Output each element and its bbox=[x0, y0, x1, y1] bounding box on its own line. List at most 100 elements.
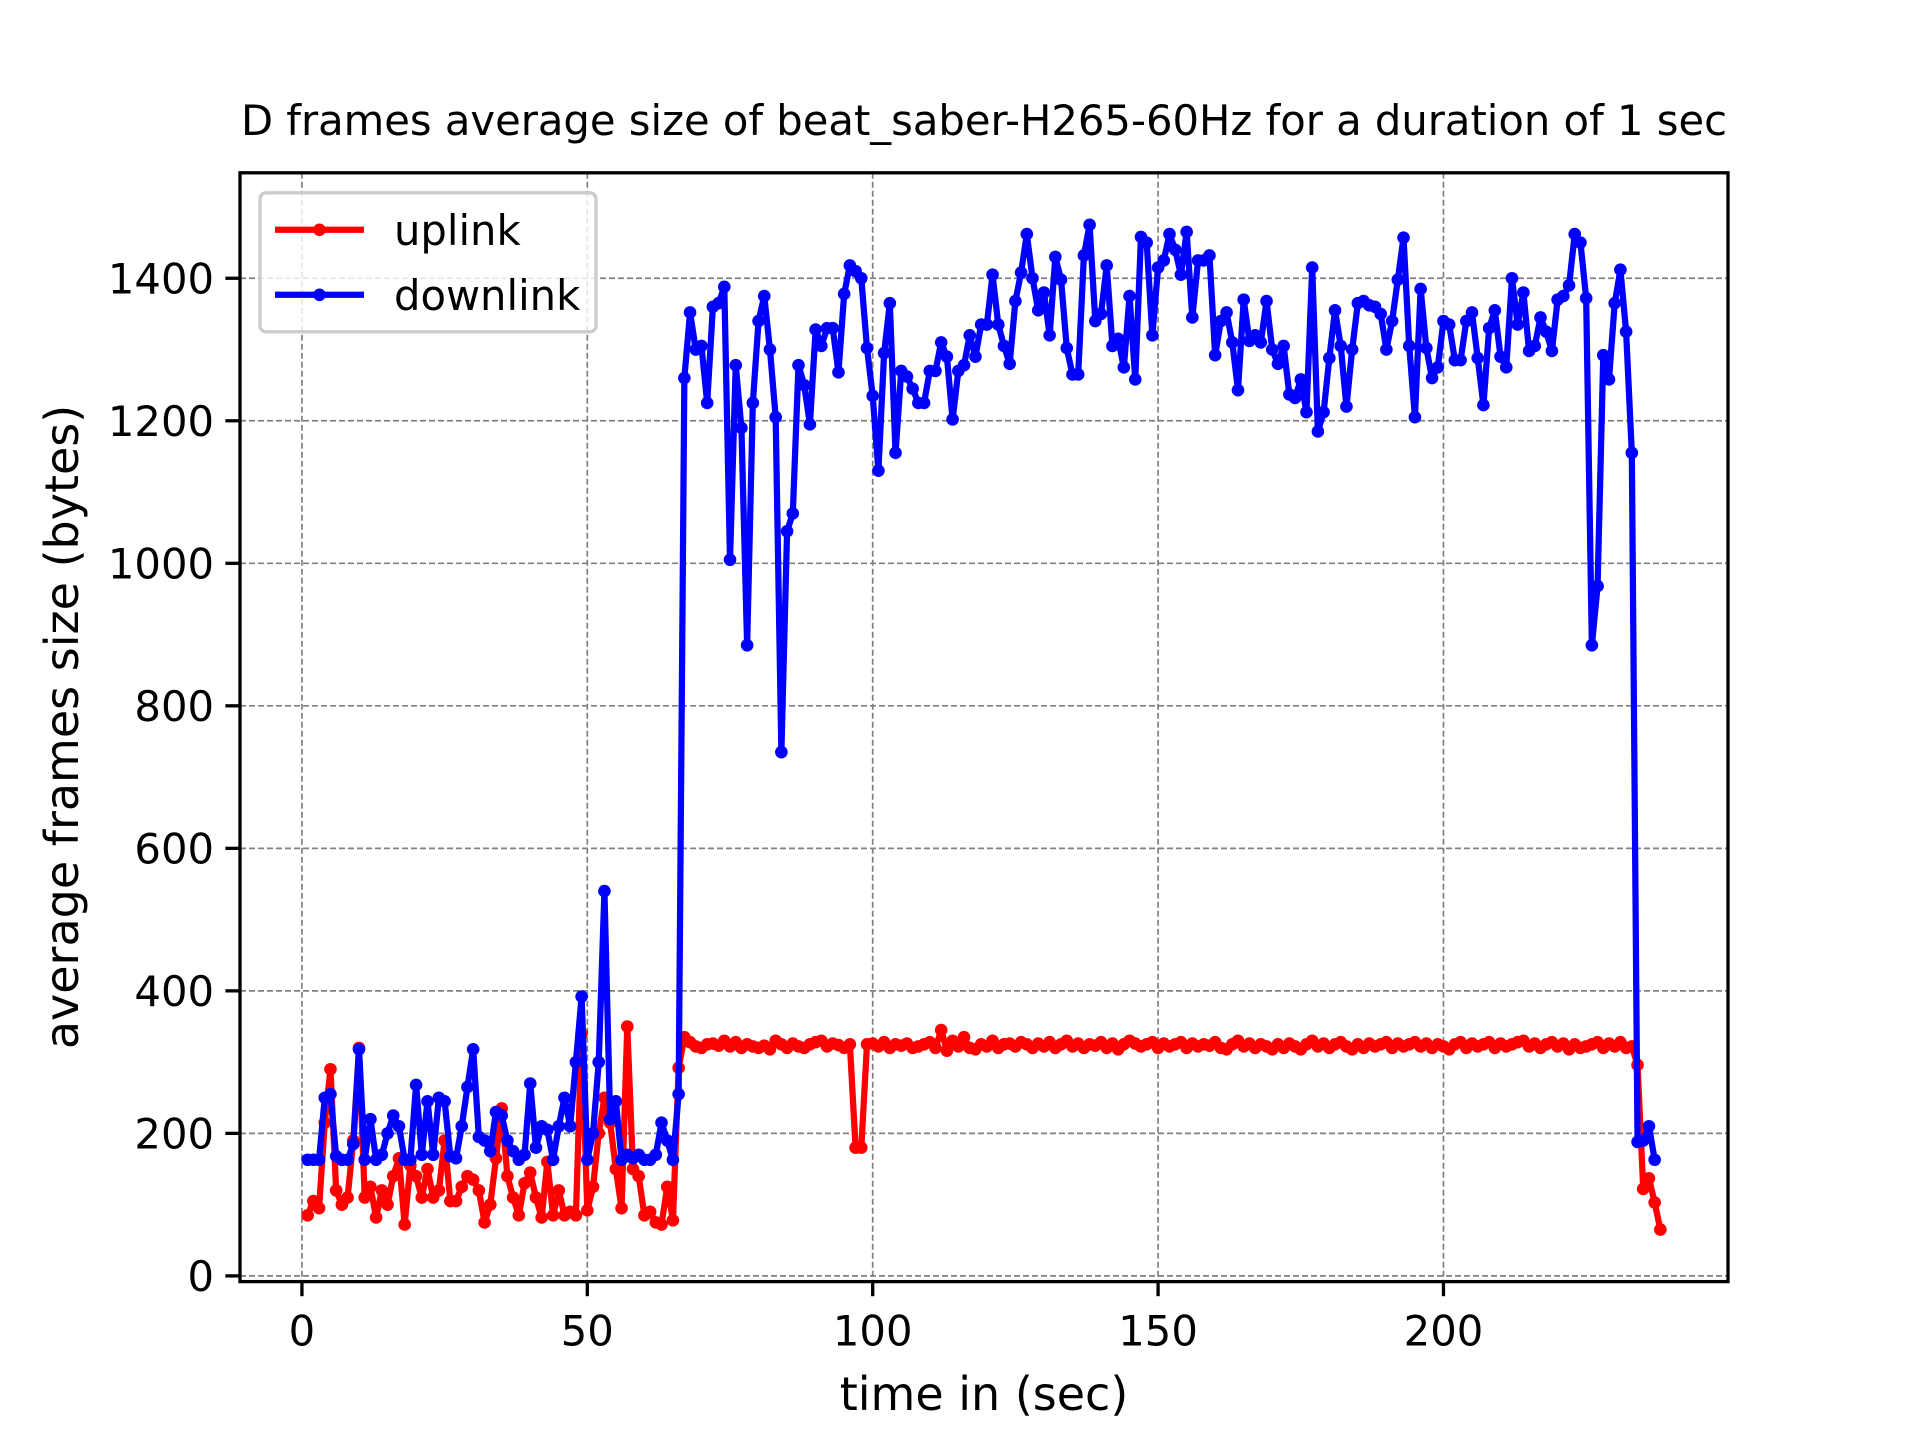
data-point bbox=[1328, 304, 1342, 317]
data-point bbox=[763, 343, 777, 356]
data-point bbox=[426, 1148, 440, 1162]
data-point bbox=[877, 346, 891, 360]
data-point bbox=[1077, 249, 1091, 262]
data-point bbox=[1431, 361, 1445, 374]
data-point bbox=[518, 1176, 531, 1190]
data-point bbox=[1420, 341, 1433, 355]
data-point bbox=[683, 306, 697, 319]
data-point bbox=[655, 1116, 668, 1129]
data-point bbox=[466, 1042, 480, 1056]
data-point bbox=[1397, 231, 1410, 244]
data-point bbox=[666, 1153, 680, 1167]
data-point bbox=[546, 1153, 560, 1167]
data-point bbox=[1642, 1119, 1656, 1133]
data-point bbox=[1471, 351, 1485, 365]
x-tick-label: 50 bbox=[561, 1307, 614, 1356]
data-point bbox=[1265, 343, 1279, 356]
y-axis-label: average frames size (bytes) bbox=[35, 405, 89, 1049]
data-point bbox=[917, 396, 931, 410]
data-point bbox=[495, 1109, 508, 1122]
data-point bbox=[717, 280, 731, 294]
chart-title: D frames average size of beat_saber-H265… bbox=[241, 96, 1727, 145]
data-point bbox=[1037, 286, 1051, 299]
data-point bbox=[632, 1169, 645, 1183]
data-point bbox=[1305, 261, 1319, 274]
y-tick-label: 200 bbox=[134, 1109, 214, 1158]
legend-label: downlink bbox=[394, 271, 581, 320]
data-point bbox=[1203, 249, 1216, 262]
data-point bbox=[501, 1169, 514, 1183]
data-point bbox=[1100, 259, 1114, 272]
data-point bbox=[552, 1184, 566, 1197]
data-point bbox=[769, 410, 782, 424]
data-point bbox=[929, 364, 942, 378]
data-point bbox=[301, 1209, 314, 1222]
data-point bbox=[1128, 373, 1142, 386]
data-point bbox=[872, 464, 885, 477]
data-point bbox=[1494, 350, 1507, 363]
data-point bbox=[455, 1180, 469, 1194]
y-tick-label: 600 bbox=[134, 824, 214, 873]
data-point bbox=[997, 339, 1011, 353]
data-point bbox=[1174, 268, 1188, 282]
data-point bbox=[1208, 348, 1222, 362]
data-point bbox=[649, 1148, 663, 1162]
data-point bbox=[449, 1152, 463, 1165]
x-tick-label: 150 bbox=[1118, 1307, 1198, 1356]
data-point bbox=[723, 553, 737, 567]
data-point bbox=[1562, 279, 1576, 292]
data-point bbox=[415, 1191, 429, 1204]
data-point bbox=[1345, 343, 1359, 356]
data-point bbox=[569, 1209, 583, 1222]
data-point bbox=[815, 339, 828, 353]
data-point bbox=[603, 1112, 617, 1126]
data-point bbox=[1146, 328, 1159, 342]
plot-area bbox=[301, 218, 1667, 1236]
data-point bbox=[398, 1218, 411, 1231]
data-point bbox=[986, 268, 999, 282]
data-point bbox=[563, 1119, 577, 1133]
data-point bbox=[381, 1127, 394, 1140]
data-point bbox=[478, 1216, 491, 1229]
data-point bbox=[1334, 339, 1348, 353]
legend: uplink downlink bbox=[258, 191, 598, 334]
data-point bbox=[1642, 1171, 1656, 1185]
data-point bbox=[952, 1040, 965, 1053]
data-point bbox=[803, 418, 817, 431]
data-point bbox=[712, 296, 725, 310]
data-point bbox=[1585, 638, 1599, 652]
data-point bbox=[1574, 236, 1587, 249]
data-point bbox=[1163, 227, 1176, 241]
data-point bbox=[1311, 425, 1325, 438]
data-point bbox=[740, 638, 754, 652]
data-point bbox=[1511, 318, 1524, 331]
data-point bbox=[1614, 263, 1627, 277]
data-point bbox=[1648, 1196, 1661, 1209]
data-point bbox=[1591, 579, 1604, 593]
data-point bbox=[1323, 351, 1336, 365]
data-point bbox=[1014, 266, 1028, 279]
data-point bbox=[523, 1166, 537, 1179]
data-point bbox=[449, 1194, 463, 1208]
data-point bbox=[695, 339, 708, 353]
data-point bbox=[512, 1209, 526, 1222]
data-point bbox=[586, 1180, 600, 1194]
data-point bbox=[523, 1077, 537, 1090]
data-point bbox=[1020, 227, 1034, 241]
data-point bbox=[478, 1134, 491, 1147]
data-point bbox=[581, 1153, 594, 1167]
data-point bbox=[483, 1144, 497, 1158]
data-point bbox=[1402, 339, 1416, 353]
data-point bbox=[358, 1191, 372, 1204]
data-point bbox=[780, 524, 794, 538]
data-point bbox=[666, 1214, 680, 1227]
data-point bbox=[775, 745, 788, 759]
data-point bbox=[312, 1153, 326, 1167]
data-point bbox=[929, 1041, 942, 1055]
data-point bbox=[934, 336, 948, 349]
data-point bbox=[415, 1148, 429, 1162]
data-point bbox=[404, 1153, 417, 1167]
data-point bbox=[1054, 273, 1068, 286]
data-point bbox=[518, 1148, 531, 1162]
